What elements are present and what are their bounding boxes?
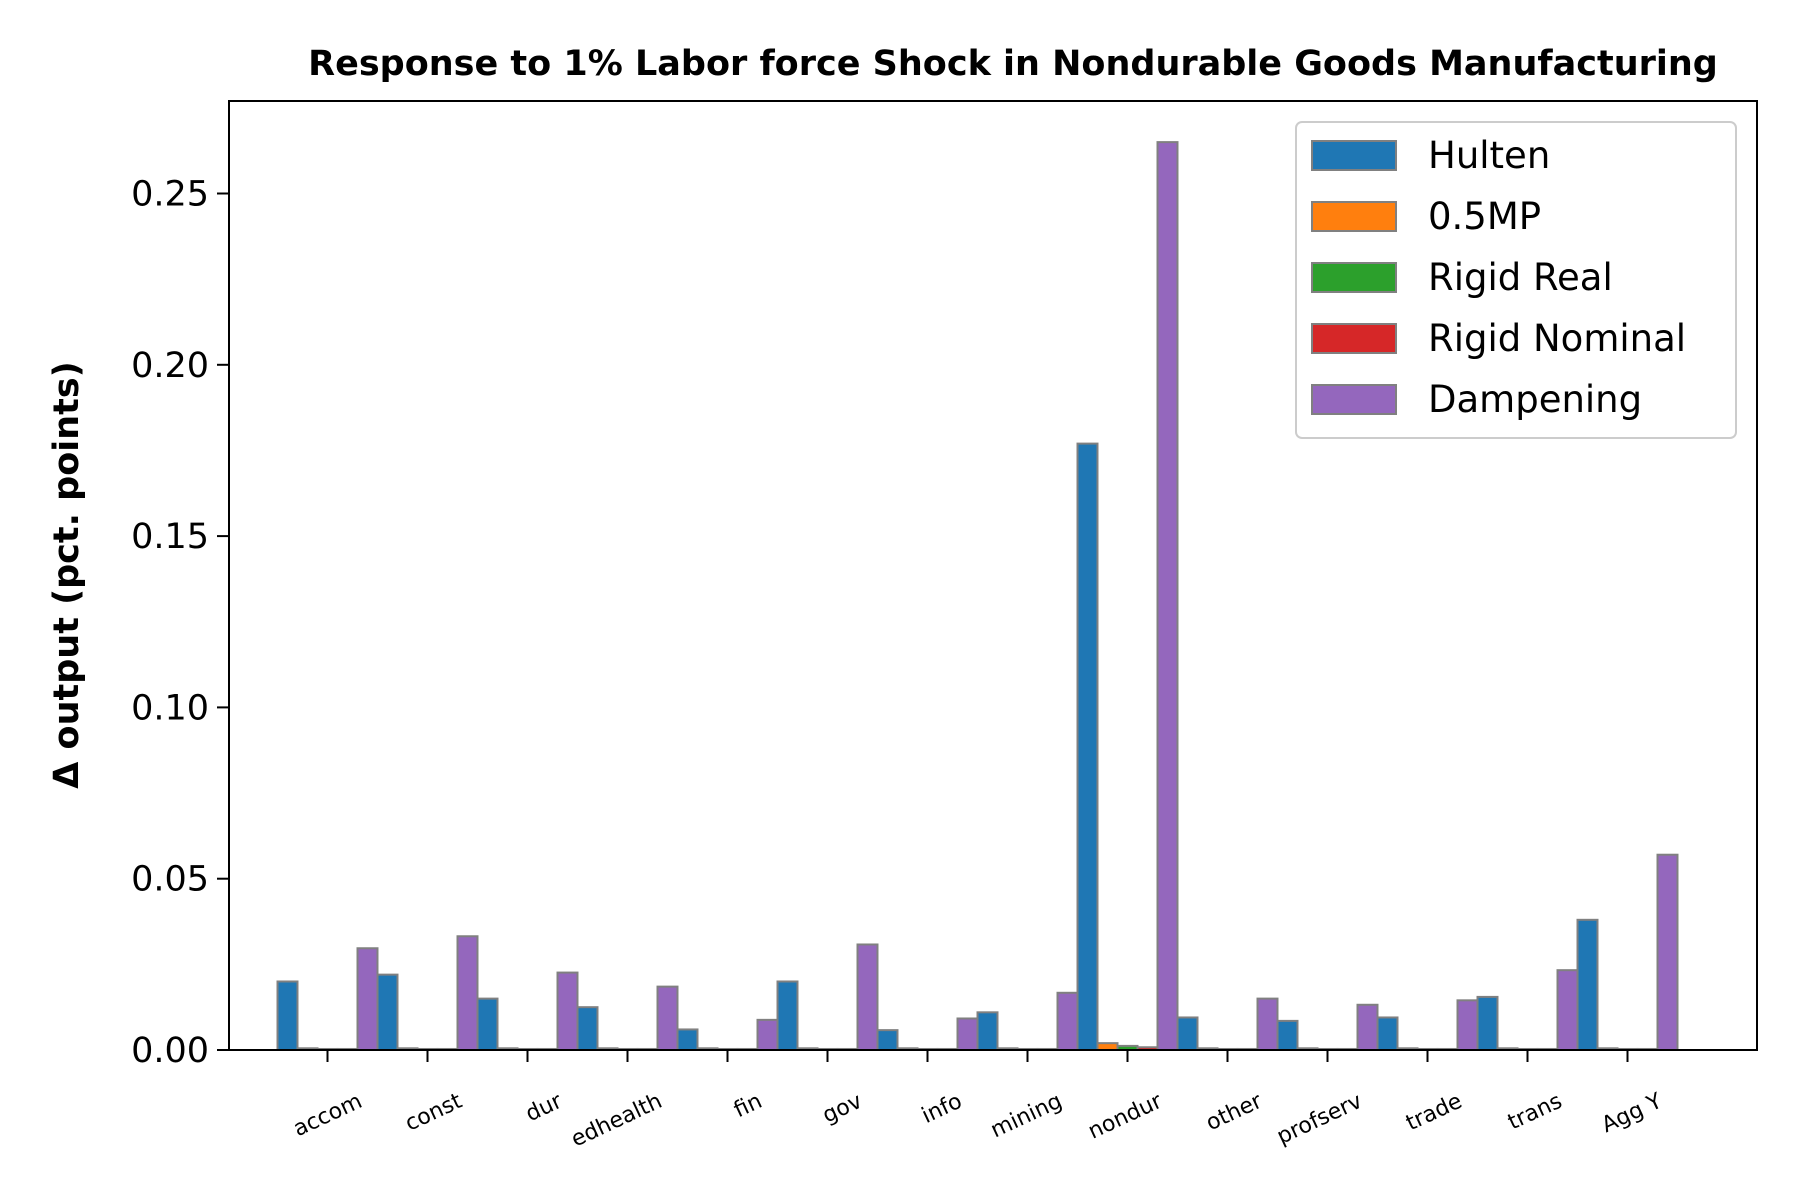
bar-dampening-accom xyxy=(356,947,379,1051)
y-tick-label: 0.10 xyxy=(131,688,209,728)
bar-hulten-edhealth xyxy=(576,1006,599,1052)
x-tick-label: other xyxy=(1202,1088,1267,1136)
bar-hulten-fin xyxy=(676,1028,699,1052)
bar-dampening-trans xyxy=(1556,969,1579,1052)
y-tick-label: 0.05 xyxy=(131,860,209,900)
plot-frame xyxy=(228,100,1758,1051)
legend-swatch-rigid-nominal xyxy=(1311,323,1397,354)
x-tick-label: dur xyxy=(522,1088,567,1127)
legend-label-rigid-nominal: Rigid Nominal xyxy=(1428,317,1686,360)
x-tick-label: trade xyxy=(1402,1089,1466,1136)
x-tick-label: fin xyxy=(730,1089,766,1123)
bar-hulten-agg-y xyxy=(1576,918,1599,1051)
legend-label-0.5mp: 0.5MP xyxy=(1428,195,1541,238)
bars-group xyxy=(276,141,1679,1052)
x-tick-label: mining xyxy=(987,1089,1066,1144)
bar-hulten-nondur xyxy=(1076,442,1099,1051)
x-ticks: accom const dur edhealth fin gov info mining non… xyxy=(290,1050,1667,1152)
legend-box xyxy=(1295,121,1737,439)
x-tick-label: edhealth xyxy=(567,1089,666,1153)
legend-swatch-0.5mp xyxy=(1311,201,1397,232)
y-axis-label: Δ output (pct. points) xyxy=(47,361,87,788)
bar-dampening-info xyxy=(956,1017,979,1052)
bar-0.5mp-nondur xyxy=(1096,1042,1119,1052)
y-tick-label: 0.20 xyxy=(131,346,209,386)
y-tick-label: 0.15 xyxy=(131,517,209,557)
bar-hulten-profserv xyxy=(1276,1019,1299,1052)
bar-hulten-dur xyxy=(476,997,499,1051)
bar-hulten-mining xyxy=(976,1011,999,1052)
x-tick-label: accom xyxy=(290,1089,366,1142)
bar-dampening-nondur xyxy=(1156,141,1179,1051)
legend: Hulten 0.5MP Rigid Real Rigid Nominal Dampen… xyxy=(1295,121,1737,439)
x-tick-label: const xyxy=(401,1089,466,1137)
bar-hulten-other xyxy=(1176,1016,1199,1051)
bar-dampening-other xyxy=(1256,997,1279,1051)
bar-dampening-gov xyxy=(856,943,879,1052)
bar-dampening-mining xyxy=(1056,991,1079,1052)
legend-label-rigid-real: Rigid Real xyxy=(1428,256,1613,299)
bar-hulten-info xyxy=(876,1029,899,1052)
y-tick-label: 0.25 xyxy=(131,175,209,215)
bar-dampening-dur xyxy=(556,971,579,1052)
legend-swatch-dampening xyxy=(1311,384,1397,415)
x-tick-label: profserv xyxy=(1273,1089,1366,1150)
legend-swatch-rigid-real xyxy=(1311,262,1397,293)
x-tick-label: trans xyxy=(1504,1089,1566,1136)
x-tick-label: gov xyxy=(819,1089,866,1129)
chart-title: Response to 1% Labor force Shock in Nond… xyxy=(308,44,1718,84)
legend-label-dampening: Dampening xyxy=(1428,378,1642,421)
bar-dampening-agg-y xyxy=(1656,853,1679,1051)
y-tick-label: 0.00 xyxy=(131,1031,209,1071)
x-tick-label: Agg Y xyxy=(1598,1089,1667,1139)
legend-label-hulten: Hulten xyxy=(1428,134,1550,177)
x-tick-label: nondur xyxy=(1084,1088,1166,1144)
bar-hulten-const xyxy=(376,973,399,1052)
bar-hulten-accom xyxy=(276,980,299,1052)
bar-dampening-fin xyxy=(756,1018,779,1051)
bar-dampening-edhealth xyxy=(656,985,679,1052)
legend-swatch-hulten xyxy=(1311,140,1397,171)
bar-dampening-const xyxy=(456,935,479,1051)
y-ticks: 0.00 0.05 0.10 0.15 0.20 0.25 xyxy=(131,175,229,1071)
bar-dampening-profserv xyxy=(1356,1003,1379,1052)
bar-hulten-gov xyxy=(776,980,799,1052)
bar-hulten-trans xyxy=(1476,995,1499,1051)
bar-dampening-trade xyxy=(1456,999,1479,1052)
bar-hulten-trade xyxy=(1376,1016,1399,1051)
x-tick-label: info xyxy=(918,1089,966,1129)
